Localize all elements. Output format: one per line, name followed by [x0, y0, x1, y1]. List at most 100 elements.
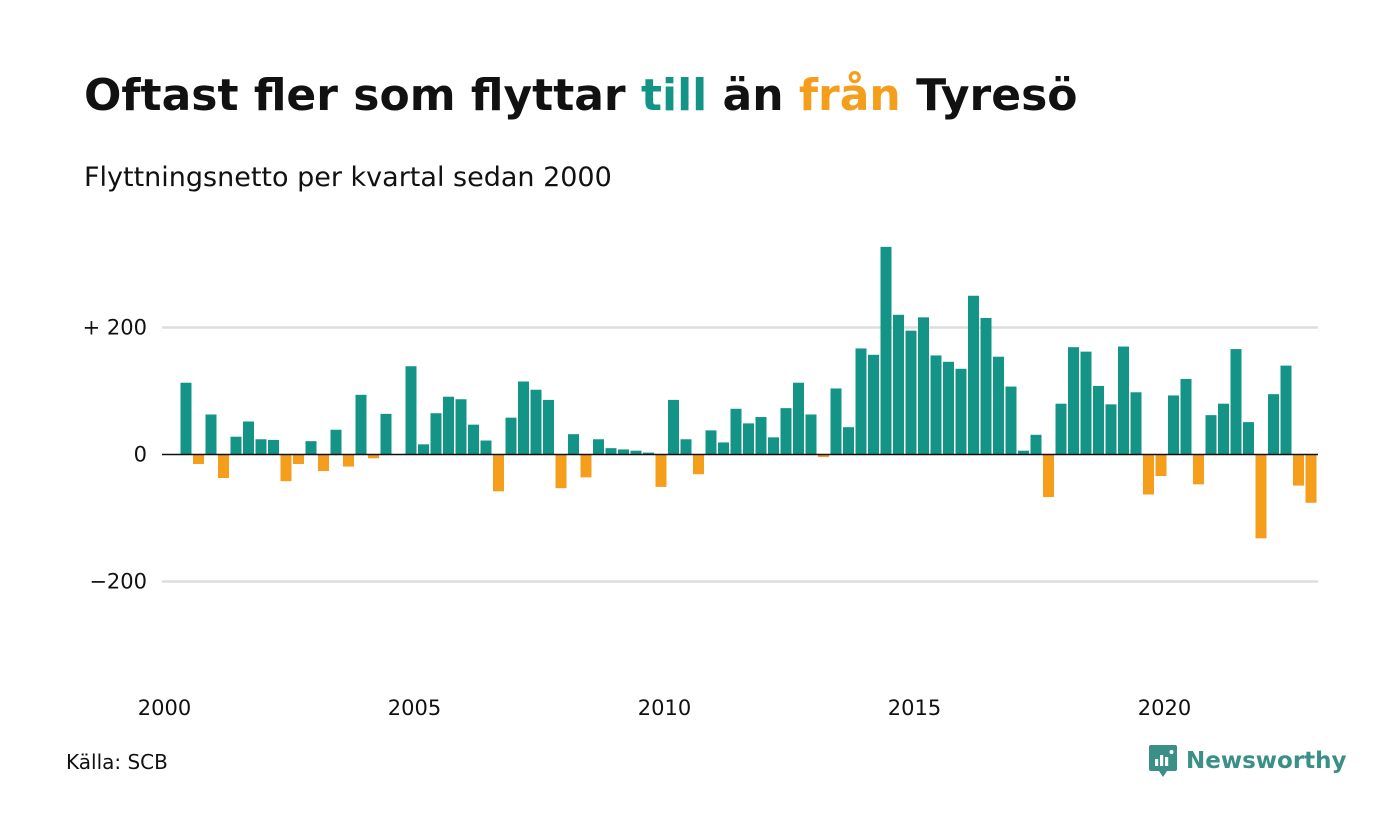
title-highlight-fran: från — [798, 70, 901, 121]
chart-title: Oftast fler som flyttar till än från Tyr… — [84, 70, 1078, 121]
bar-2012K1 — [780, 408, 792, 455]
bar-2011K2 — [743, 423, 754, 455]
bar-2009K3 — [655, 454, 667, 487]
bar-2004K1 — [380, 413, 392, 455]
bar-2003K3 — [355, 394, 367, 455]
chart-subtitle: Flyttningsnetto per kvartal sedan 2000 — [84, 162, 612, 193]
bar-2012K2 — [793, 382, 804, 455]
bar-2002K3 — [305, 441, 317, 455]
bar-2009K2 — [643, 452, 654, 455]
bar-2013K2 — [843, 427, 854, 455]
bar-2014K2 — [893, 314, 904, 455]
bar-2003K2 — [343, 454, 354, 467]
bar-2015K3 — [955, 368, 967, 455]
y-tick-label: −200 — [89, 570, 147, 594]
bar-2002K4 — [318, 454, 329, 472]
bar-2013K1 — [830, 388, 842, 455]
bar-2021K2 — [1243, 422, 1254, 455]
bar-2018K4 — [1118, 346, 1129, 455]
bar-2007K4 — [568, 434, 579, 455]
bar-2000K3 — [205, 414, 217, 455]
x-tick-label: 2010 — [638, 696, 691, 720]
bar-2001K2 — [243, 421, 254, 455]
bar-2011K4 — [768, 437, 779, 455]
bar-2009K1 — [630, 450, 642, 455]
bar-2011K1 — [730, 408, 742, 455]
bar-2004K3 — [405, 366, 417, 455]
bar-2005K3 — [455, 399, 467, 455]
bar-2010K4 — [718, 442, 729, 455]
bar-2000K4 — [218, 454, 229, 478]
x-tick-label: 2000 — [138, 696, 191, 720]
bar-2004K4 — [418, 444, 429, 455]
y-tick-label: + 200 — [83, 316, 147, 340]
newsworthy-logo[interactable]: Newsworthy — [1148, 744, 1347, 778]
bar-2008K4 — [618, 449, 629, 455]
title-part-1: Oftast fler som flyttar — [84, 70, 641, 121]
bar-2016K2 — [993, 356, 1004, 455]
y-tick-label: 0 — [134, 443, 147, 467]
bar-2009K4 — [668, 399, 679, 455]
bar-2013K3 — [855, 348, 867, 455]
bar-2012K4 — [818, 454, 829, 458]
bar-2020K1 — [1180, 378, 1192, 455]
bar-2001K3 — [255, 439, 267, 455]
bar-2003K1 — [330, 429, 342, 455]
source-label: Källa: SCB — [66, 750, 168, 774]
bar-2020K3 — [1205, 415, 1217, 455]
bar-2012K3 — [805, 414, 817, 455]
bar-2011K3 — [755, 417, 767, 455]
bar-2019K4 — [1168, 395, 1179, 455]
bar-2005K4 — [468, 424, 479, 455]
title-highlight-till: till — [640, 70, 708, 121]
bar-2017K3 — [1055, 403, 1067, 455]
bar-2001K1 — [230, 436, 242, 455]
bar-2021K3 — [1255, 454, 1267, 539]
bar-2007K2 — [543, 399, 554, 455]
bar-2020K2 — [1193, 454, 1204, 485]
bar-2015K2 — [943, 361, 954, 455]
bar-2022K3 — [1305, 454, 1317, 503]
bar-2002K2 — [293, 454, 304, 465]
x-tick-label: 2015 — [888, 696, 941, 720]
bar-2008K3 — [605, 448, 617, 455]
bar-2016K3 — [1005, 386, 1017, 455]
bar-2014K4 — [918, 317, 929, 455]
bar-2010K2 — [693, 454, 704, 475]
bar-2006K2 — [493, 454, 504, 492]
bar-2018K2 — [1093, 385, 1104, 455]
bar-2014K3 — [905, 330, 917, 455]
title-part-3: Tyresö — [900, 70, 1078, 121]
brand-name: Newsworthy — [1186, 748, 1347, 774]
bar-2005K1 — [430, 413, 442, 455]
bar-2019K2 — [1143, 454, 1154, 495]
bar-2006K3 — [505, 417, 517, 455]
bar-2017K1 — [1030, 434, 1042, 455]
newsworthy-logo-icon — [1149, 745, 1177, 777]
bar-2006K1 — [480, 440, 492, 455]
bar-2000K1 — [180, 382, 192, 455]
bar-2006K4 — [518, 381, 529, 455]
bar-2003K4 — [368, 454, 379, 459]
bar-2005K2 — [443, 396, 454, 455]
bar-2010K1 — [680, 439, 692, 455]
bar-2021K1 — [1230, 349, 1242, 455]
bar-2019K1 — [1130, 392, 1142, 455]
bar-2016K4 — [1018, 450, 1029, 455]
bar-2007K3 — [555, 454, 567, 489]
bar-2018K3 — [1105, 404, 1117, 455]
bar-2000K2 — [193, 454, 204, 465]
bar-2022K1 — [1280, 365, 1292, 455]
x-tick-label: 2005 — [388, 696, 441, 720]
bar-2001K4 — [268, 439, 279, 455]
bar-2014K1 — [880, 246, 892, 455]
bar-chart: + 200 0 −200 2000 2005 2010 2015 2020 — [83, 246, 1318, 720]
x-tick-label: 2020 — [1138, 696, 1191, 720]
bar-2008K1 — [580, 454, 592, 478]
bar-2007K1 — [530, 389, 542, 455]
bar-2019K3 — [1155, 454, 1167, 477]
bar-2017K4 — [1068, 347, 1079, 455]
bar-2015K4 — [968, 295, 979, 455]
bar-2021K4 — [1268, 394, 1279, 455]
bar-2017K2 — [1043, 454, 1054, 498]
